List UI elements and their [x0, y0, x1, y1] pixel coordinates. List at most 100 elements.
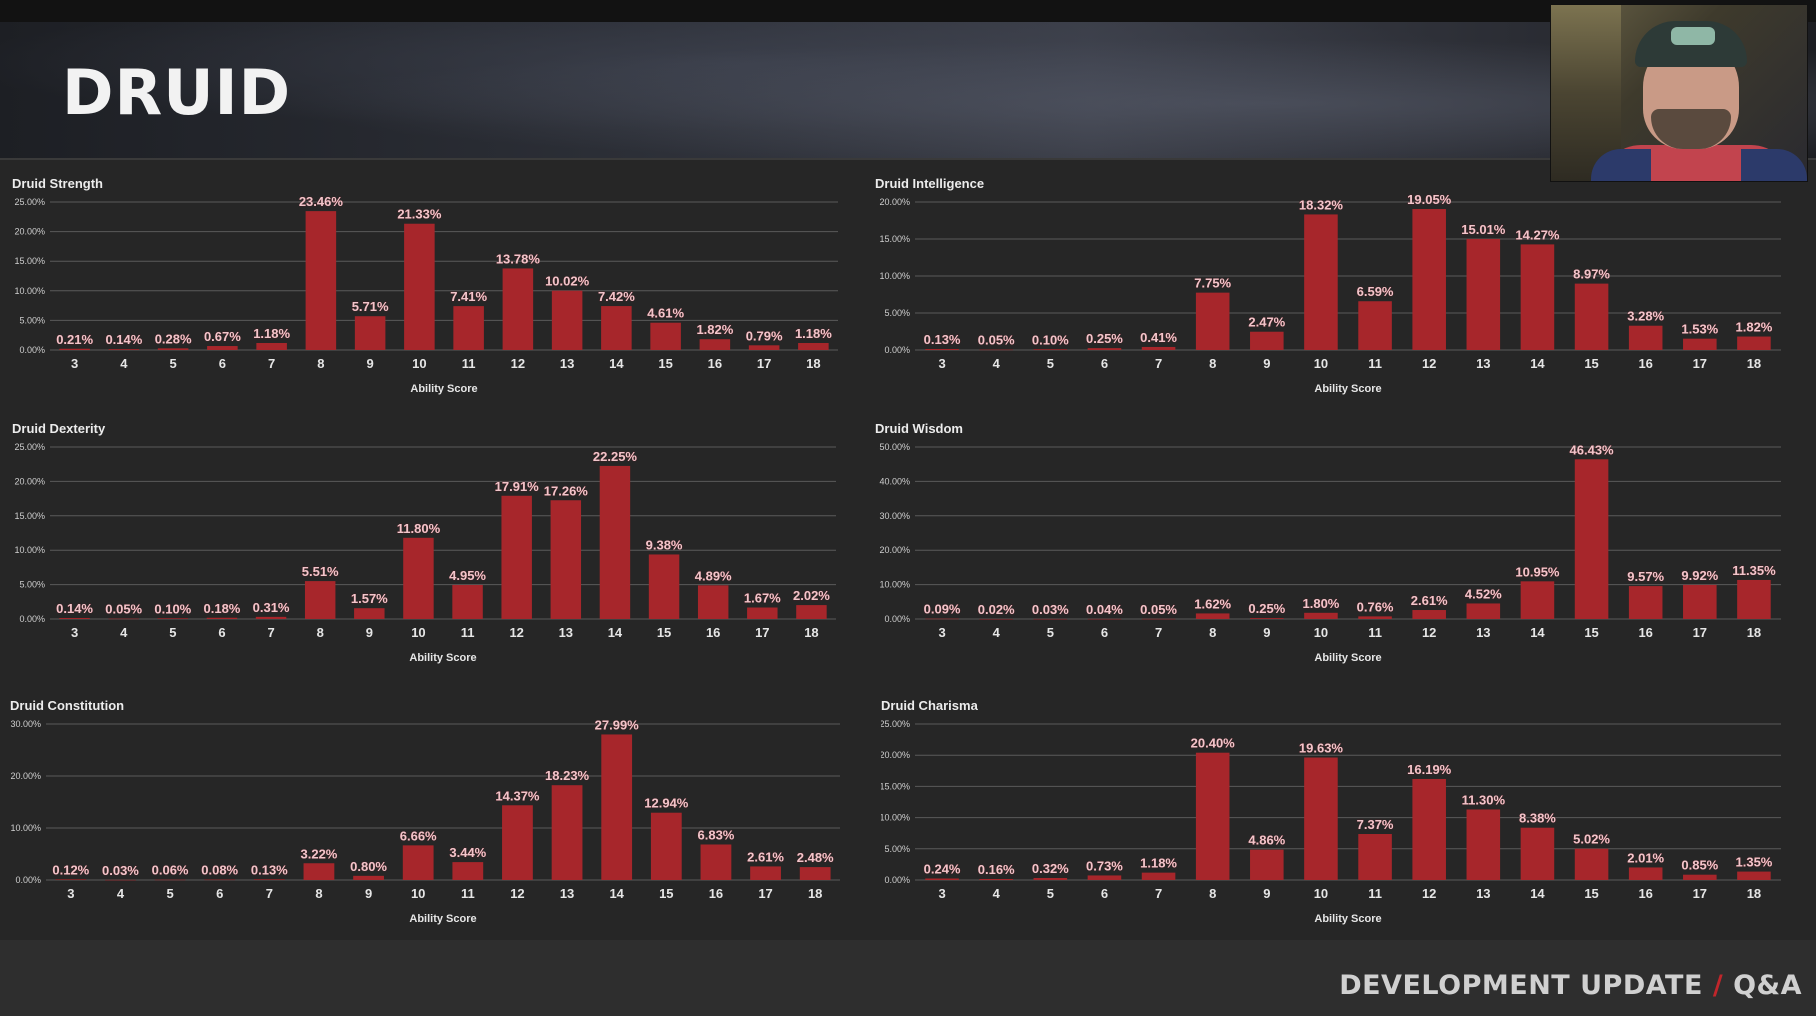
chart-strength: Druid Strength 0.00% 5.00% 10.00% 15.00% 20.… [12, 176, 852, 406]
x-tick-label: 12 [1422, 356, 1436, 371]
bar [253, 879, 285, 880]
bar [1141, 618, 1176, 620]
data-label: 2.61% [747, 849, 784, 864]
data-label: 0.13% [251, 862, 288, 877]
x-tick-label: 11 [1368, 886, 1382, 901]
chart-svg: 0.00% 5.00% 10.00% 15.00% 20.00% 25.00% 0.14% 3… [14, 442, 836, 664]
bar [108, 349, 140, 350]
x-tick-label: 6 [1101, 356, 1108, 371]
bar [1683, 874, 1717, 880]
bar [402, 845, 434, 880]
data-label: 2.47% [1248, 315, 1285, 330]
data-label: 3.44% [449, 845, 486, 860]
bar [1628, 586, 1663, 619]
x-tick-label: 17 [1693, 886, 1707, 901]
x-tick-label: 11 [461, 886, 475, 901]
data-label: 16.19% [1407, 762, 1452, 777]
x-tick-label: 3 [938, 356, 945, 371]
data-label: 0.09% [924, 602, 961, 617]
x-tick-label: 13 [1476, 356, 1490, 371]
data-label: 0.80% [350, 859, 387, 874]
y-tick-label: 50.00% [879, 442, 910, 452]
x-tick-label: 7 [266, 886, 273, 901]
bar [979, 618, 1013, 620]
bar [1574, 459, 1609, 619]
chart-svg: 0.00% 5.00% 10.00% 15.00% 20.00% 25.00% 0.21% 3… [14, 194, 838, 395]
bar [601, 306, 632, 350]
data-label: 0.13% [924, 332, 961, 347]
webcam-video [1550, 4, 1808, 182]
x-tick-label: 7 [1155, 356, 1162, 371]
x-tick-label: 8 [315, 886, 322, 901]
x-tick-label: 18 [1747, 356, 1761, 371]
data-label: 0.05% [105, 602, 142, 617]
bar [697, 585, 729, 619]
chart-svg: 0.00% 10.00% 20.00% 30.00% 0.12% 3 0.03% 4 0.06%… [10, 717, 840, 925]
data-label: 0.14% [56, 601, 93, 616]
bar [256, 343, 287, 350]
data-label: 0.32% [1032, 861, 1069, 876]
x-tick-label: 8 [1209, 886, 1216, 901]
bar [1412, 209, 1446, 350]
chart-charisma: Druid Charisma 0.00% 5.00% 10.00% 15.00% 20.… [881, 698, 1795, 930]
x-tick-label: 16 [1638, 886, 1652, 901]
data-label: 27.99% [595, 717, 640, 732]
data-label: 0.05% [978, 333, 1015, 348]
x-tick-label: 11 [1368, 356, 1382, 371]
bar [206, 617, 238, 619]
bar [979, 349, 1013, 351]
bar [599, 465, 631, 619]
data-label: 22.25% [593, 449, 638, 464]
x-tick-label: 7 [267, 625, 274, 640]
bar [1520, 581, 1555, 619]
x-tick-label: 7 [268, 356, 275, 371]
y-tick-label: 15.00% [879, 234, 910, 244]
y-tick-label: 10.00% [14, 545, 45, 555]
x-tick-label: 10 [1314, 886, 1328, 901]
bar [1358, 616, 1392, 619]
bar [747, 607, 778, 619]
x-tick-label: 15 [1584, 886, 1598, 901]
x-tick-label: 10 [411, 886, 425, 901]
x-tick-label: 15 [1584, 356, 1598, 371]
bar [1033, 349, 1068, 350]
x-tick-label: 15 [657, 625, 671, 640]
data-label: 19.63% [1299, 741, 1344, 756]
bar [1087, 875, 1122, 880]
x-tick-label: 15 [658, 356, 672, 371]
x-tick-label: 8 [1209, 356, 1216, 371]
bar [1033, 878, 1068, 880]
bar [1466, 603, 1501, 619]
data-label: 0.04% [1086, 602, 1123, 617]
y-tick-label: 0.00% [884, 614, 910, 624]
bar [750, 866, 781, 880]
y-tick-label: 10.00% [10, 823, 41, 833]
bar [303, 863, 335, 880]
data-label: 6.59% [1357, 284, 1394, 299]
chart-title: Druid Dexterity [12, 421, 106, 436]
y-tick-label: 25.00% [14, 442, 45, 452]
data-label: 4.52% [1465, 586, 1502, 601]
top-strip [0, 0, 1816, 22]
data-label: 15.01% [1461, 222, 1506, 237]
bar [925, 349, 959, 350]
x-tick-label: 17 [1693, 625, 1707, 640]
x-tick-label: 5 [1047, 886, 1054, 901]
x-tick-label: 4 [120, 625, 128, 640]
data-label: 21.33% [397, 207, 442, 222]
y-tick-label: 5.00% [884, 844, 910, 854]
footer-brand: DEVELOPMENT UPDATE / Q&A [1339, 970, 1802, 1001]
x-tick-label: 16 [1638, 625, 1652, 640]
chart-svg: 0.00% 5.00% 10.00% 15.00% 20.00% 25.00% 0.24% 3… [881, 719, 1781, 925]
bar [1195, 613, 1230, 619]
data-label: 4.61% [647, 306, 684, 321]
data-label: 0.10% [1032, 332, 1069, 347]
data-label: 12.94% [644, 796, 689, 811]
footer-bar: DEVELOPMENT UPDATE / Q&A [0, 940, 1816, 1016]
data-label: 0.76% [1357, 599, 1394, 614]
bar [1683, 584, 1717, 619]
bar [1195, 752, 1230, 880]
x-tick-label: 9 [365, 886, 372, 901]
data-label: 7.41% [450, 289, 487, 304]
data-label: 5.51% [302, 564, 339, 579]
